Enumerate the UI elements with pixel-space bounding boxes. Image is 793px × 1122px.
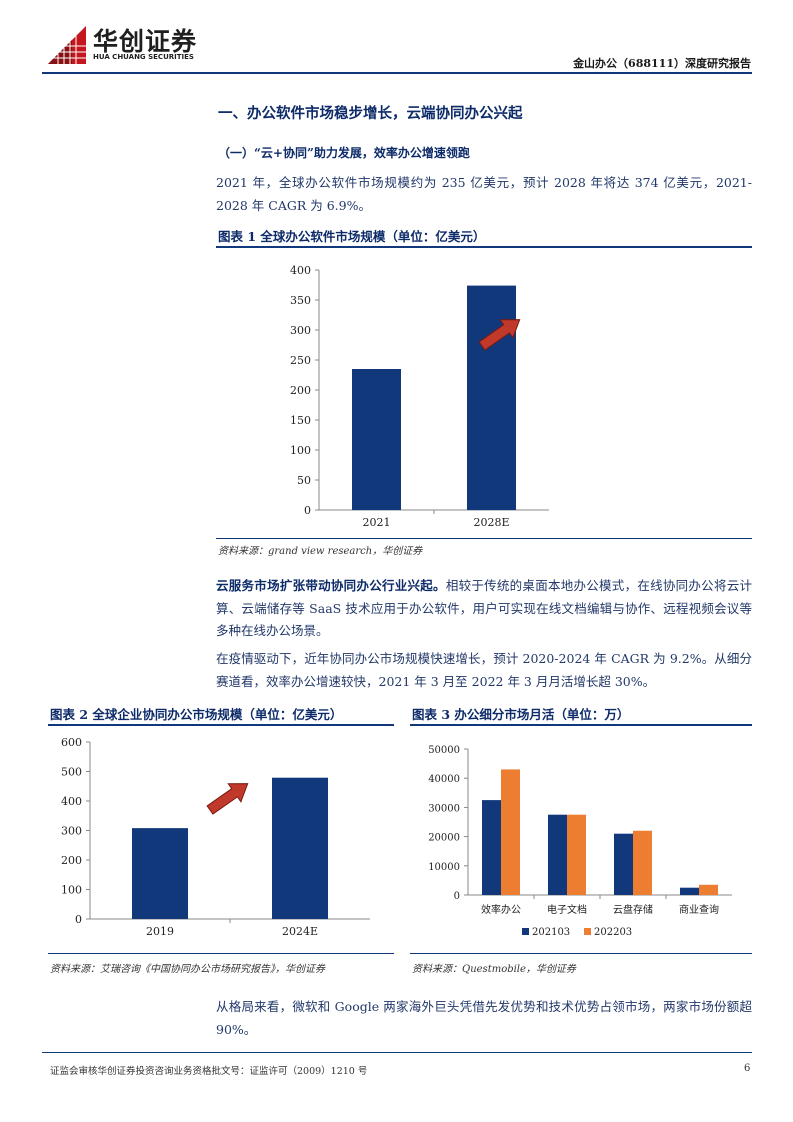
y-tick-label: 0 <box>454 891 460 902</box>
trend-arrow-icon <box>206 783 249 815</box>
paragraph-collaboration-growth: 在疫情驱动下，近年协同办公市场规模快速增长，预计 2020-2024 年 CAG… <box>216 651 752 689</box>
y-tick-label: 400 <box>61 795 82 808</box>
chart-bar <box>501 769 520 895</box>
x-tick-label: 电子文档 <box>547 903 587 916</box>
trend-arrow-icon <box>478 319 521 351</box>
x-tick-label: 2028E <box>473 516 509 529</box>
y-tick-label: 20000 <box>428 833 460 844</box>
footer-divider <box>42 1052 752 1053</box>
y-tick-label: 200 <box>290 384 311 397</box>
chart-collaboration-market: 0 100 200 300 400 500 600 2019 2024E <box>61 736 370 938</box>
x-tick-label: 云盘存储 <box>613 903 653 916</box>
paragraph-cloud-service-lead: 云服务市场扩张带动协同办公行业兴起。 <box>216 578 446 593</box>
y-tick-label: 400 <box>290 264 311 277</box>
figure-1-title: 图表 1 全球办公软件市场规模（单位：亿美元） <box>218 229 486 244</box>
trend-arrow-shape <box>478 319 521 351</box>
chart-global-office-software-market: 0 50 100 150 200 250 300 350 400 2021 2028E <box>290 264 549 529</box>
y-tick-label: 0 <box>75 913 82 926</box>
footer-license: 证监会审核华创证券投资咨询业务资格批文号：证监许可（2009）1210 号 <box>50 1066 368 1077</box>
chart-bar <box>132 828 188 919</box>
legend-label: 202203 <box>594 927 632 938</box>
chart-bar <box>548 814 567 895</box>
section-heading: 一、办公软件市场稳步增长，云端协同办公兴起 <box>218 105 523 122</box>
chart-bar <box>482 800 501 895</box>
chart-bar <box>352 369 401 510</box>
y-tick-label: 10000 <box>428 862 460 873</box>
paragraph-cloud-service: 云服务市场扩张带动协同办公行业兴起。相较于传统的桌面本地办公模式，在线协同办公将… <box>216 575 752 643</box>
figure-2-source: 资料来源：艾瑞咨询《中国协同办公市场研究报告》，华创证券 <box>50 964 325 975</box>
chart-bar <box>633 830 652 895</box>
chart-office-segment-mau: 0 10000 20000 30000 40000 50000 效率办公 电子文档 云盘存储 商业… <box>428 745 732 938</box>
figure-2-source-rule <box>48 953 394 954</box>
chart-bar <box>567 814 586 895</box>
figure-3-rule <box>410 724 752 726</box>
figure-1-source-rule <box>216 538 752 539</box>
legend-swatch <box>522 928 529 935</box>
x-tick-label: 2019 <box>146 925 174 938</box>
sub-heading: （一）“云+协同”助力发展，效率办公增速领跑 <box>218 146 470 160</box>
report-title: 金山办公（688111）深度研究报告 <box>573 57 751 70</box>
y-tick-label: 350 <box>290 294 311 307</box>
figure-3-title: 图表 3 办公细分市场月活（单位：万） <box>412 707 630 722</box>
y-tick-label: 600 <box>61 736 82 749</box>
paragraph-market-size: 2021 年，全球办公软件市场规模约为 235 亿美元，预计 2028 年将达 … <box>216 175 752 213</box>
y-tick-label: 250 <box>290 354 311 367</box>
chart-bar <box>614 833 633 895</box>
trend-arrow-shape <box>206 783 249 815</box>
figure-3-source: 资料来源：Questmobile，华创证券 <box>412 964 576 975</box>
chart-bar <box>272 777 328 919</box>
legend-label: 202103 <box>532 927 570 938</box>
x-tick-label: 2024E <box>282 925 318 938</box>
figure-2-title: 图表 2 全球企业协同办公市场规模（单位：亿美元） <box>50 707 343 722</box>
x-tick-label: 商业查询 <box>679 903 719 916</box>
y-tick-label: 150 <box>290 414 311 427</box>
figure-3-source-rule <box>410 953 752 954</box>
y-tick-label: 300 <box>61 825 82 838</box>
paragraph-market-landscape: 从格局来看，微软和 Google 两家海外巨头凭借先发优势和技术优势占领市场，两… <box>216 999 752 1037</box>
y-tick-label: 100 <box>61 884 82 897</box>
y-tick-label: 200 <box>61 854 82 867</box>
figure-1-source: 资料来源：grand view research，华创证券 <box>218 546 423 557</box>
header-divider <box>42 72 752 74</box>
y-tick-label: 0 <box>304 504 311 517</box>
y-tick-label: 50 <box>297 474 311 487</box>
legend-swatch <box>584 928 591 935</box>
logo-chinese-name: 华创证券 <box>93 27 198 56</box>
y-tick-label: 40000 <box>428 774 460 785</box>
x-tick-label: 2021 <box>363 516 391 529</box>
y-tick-label: 30000 <box>428 803 460 814</box>
y-tick-label: 500 <box>61 766 82 779</box>
y-tick-label: 300 <box>290 324 311 337</box>
y-tick-label: 50000 <box>428 745 460 756</box>
x-tick-label: 效率办公 <box>481 903 521 916</box>
chart-bar <box>680 887 699 895</box>
y-tick-label: 100 <box>290 444 311 457</box>
figure-2-rule <box>48 724 394 726</box>
page-number: 6 <box>744 1063 751 1074</box>
logo-icon <box>48 26 86 64</box>
chart-bar <box>699 884 718 895</box>
paragraph-cloud-service-body: 相较于传统的桌面本地办公模式，在线协同办公将云计算、云端储存等 SaaS 技术应… <box>216 578 752 638</box>
logo-english-name: HUA CHUANG SECURITIES <box>93 53 194 61</box>
figure-1-rule <box>216 246 752 248</box>
